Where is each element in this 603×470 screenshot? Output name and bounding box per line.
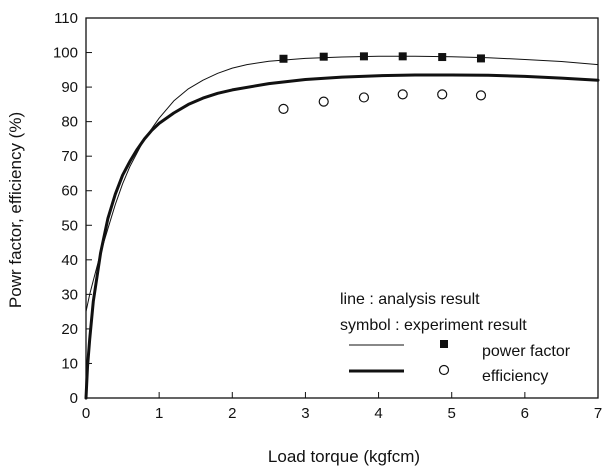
y-tick-label-11: 110 (54, 10, 78, 27)
data-point-efficiency-1 (318, 96, 329, 107)
data-point-efficiency-0 (278, 103, 289, 114)
data-point-efficiency-4 (437, 89, 448, 100)
legend-symbol-caption: symbol : experiment result (340, 317, 527, 334)
x-tick-label-6: 6 (521, 405, 529, 422)
x-tick-label-0: 0 (82, 405, 90, 422)
legend-efficiency-circle (438, 364, 450, 376)
data-point-power-factor-2 (359, 52, 368, 61)
data-point-power-factor-5 (476, 54, 485, 63)
legend-power-factor-square (440, 340, 448, 348)
y-tick-label-3: 30 (61, 286, 78, 303)
y-axis-title: Powr factor, efficiency (%) (6, 112, 25, 308)
x-tick-label-1: 1 (155, 405, 163, 422)
x-tick-label-7: 7 (594, 405, 602, 422)
y-tick-label-10: 100 (53, 45, 78, 62)
legend-line-caption: line : analysis result (340, 291, 480, 308)
y-tick-label-1: 10 (61, 355, 78, 372)
legend: line : analysis result symbol : experime… (340, 291, 571, 385)
y-tick-label-0: 0 (70, 390, 78, 407)
legend-entry-efficiency: efficiency (482, 368, 548, 385)
y-tick-label-9: 90 (61, 79, 78, 96)
x-tick-label-4: 4 (374, 405, 382, 422)
x-tick-label-5: 5 (448, 405, 456, 422)
y-tick-label-2: 20 (61, 321, 78, 338)
x-tick-label-2: 2 (228, 405, 236, 422)
y-tick-label-5: 50 (61, 217, 78, 234)
y-tick-label-7: 70 (61, 148, 78, 165)
y-tick-label-6: 60 (61, 183, 78, 200)
plot-frame (85, 17, 599, 399)
legend-entry-power-factor: power factor (482, 343, 571, 360)
series-line-efficiency (84, 73, 600, 400)
x-tick-label-3: 3 (301, 405, 309, 422)
data-point-efficiency-2 (358, 92, 370, 103)
data-point-efficiency-5 (475, 90, 487, 101)
data-point-power-factor-1 (319, 52, 328, 61)
data-point-efficiency-3 (397, 89, 408, 100)
y-tick-label-4: 40 (61, 252, 78, 269)
series-line-power-factor (85, 55, 599, 313)
data-point-power-factor-3 (398, 52, 407, 61)
y-tick-label-8: 80 (61, 114, 78, 131)
x-axis-title: Load torque (kgfcm) (268, 447, 420, 466)
data-point-power-factor-4 (438, 53, 447, 62)
data-point-power-factor-0 (279, 54, 288, 63)
